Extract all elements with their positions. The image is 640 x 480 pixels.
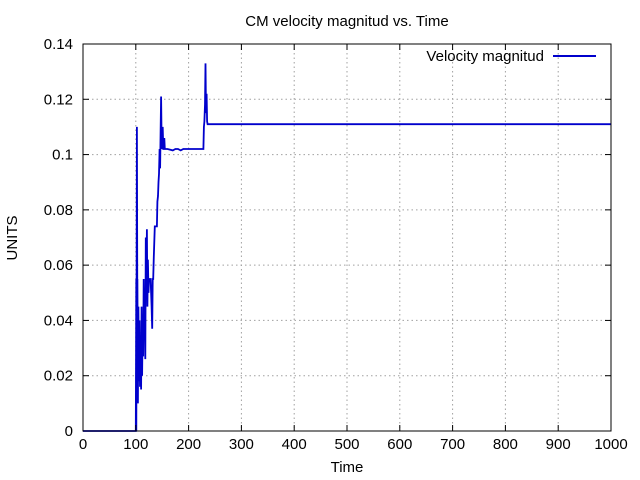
chart-title: CM velocity magnitud vs. Time <box>245 13 448 30</box>
y-tick-label: 0.08 <box>44 202 73 219</box>
legend-label: Velocity magnitud <box>426 48 544 65</box>
x-axis-label: Time <box>331 459 364 476</box>
x-tick-label: 300 <box>229 436 254 453</box>
x-tick-label: 700 <box>440 436 465 453</box>
y-tick-label: 0.12 <box>44 91 73 108</box>
x-tick-label: 1000 <box>594 436 627 453</box>
x-tick-label: 600 <box>387 436 412 453</box>
x-tick-label: 200 <box>176 436 201 453</box>
x-tick-label: 100 <box>123 436 148 453</box>
y-axis-label: UNITS <box>4 216 21 261</box>
legend: Velocity magnitud <box>426 48 596 65</box>
series-group <box>83 63 611 432</box>
y-tick-label: 0.1 <box>52 147 73 164</box>
series-line-velocity-magnitud <box>83 63 611 432</box>
x-tick-label: 900 <box>546 436 571 453</box>
y-tick-label: 0.06 <box>44 257 73 274</box>
y-tick-label: 0.04 <box>44 312 73 329</box>
grid-lines <box>83 44 611 431</box>
x-tick-label: 0 <box>79 436 87 453</box>
x-tick-label: 800 <box>493 436 518 453</box>
x-tick-label: 400 <box>282 436 307 453</box>
y-tick-label: 0.02 <box>44 368 73 385</box>
x-axis-ticks: 0 100 200 300 400 500 600 700 800 900 1000 <box>79 44 628 453</box>
y-axis-ticks: 0 0.02 0.04 0.06 0.08 0.1 0.12 0.14 <box>44 36 611 440</box>
x-tick-label: 500 <box>334 436 359 453</box>
y-tick-label: 0.14 <box>44 36 73 53</box>
y-tick-label: 0 <box>65 423 73 440</box>
